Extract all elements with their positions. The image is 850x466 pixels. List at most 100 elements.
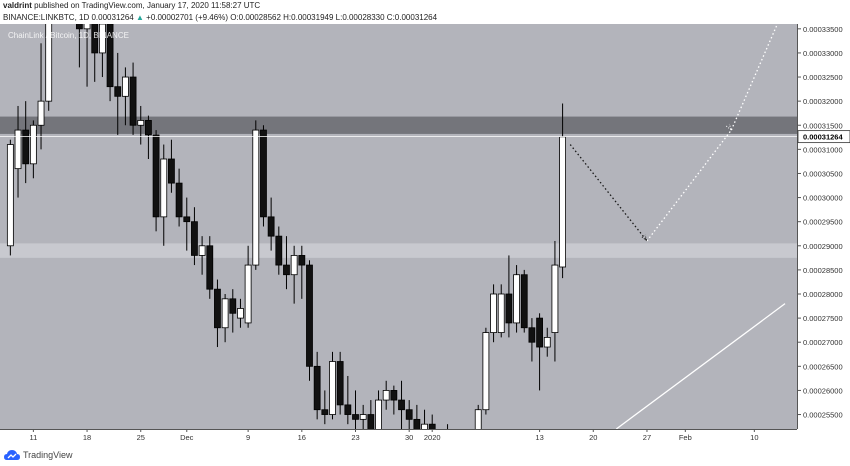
zone-light-1[interactable] bbox=[0, 243, 797, 258]
candle[interactable] bbox=[175, 168, 183, 227]
candle[interactable] bbox=[283, 236, 290, 290]
candle[interactable] bbox=[29, 120, 37, 179]
y-tick-label: 0.00029000 bbox=[803, 242, 843, 251]
candle[interactable] bbox=[106, 24, 114, 102]
price-axis[interactable] bbox=[797, 24, 850, 446]
candle[interactable] bbox=[367, 400, 375, 443]
candle[interactable] bbox=[421, 409, 428, 446]
candle[interactable] bbox=[83, 24, 91, 87]
projection-segment[interactable] bbox=[646, 129, 732, 242]
candle[interactable] bbox=[490, 284, 497, 343]
candle[interactable] bbox=[513, 265, 520, 333]
candle[interactable] bbox=[91, 24, 99, 82]
candle[interactable] bbox=[413, 404, 421, 444]
last-price-label: 0.00031264 bbox=[803, 133, 843, 142]
y-tick-label: 0.00032000 bbox=[803, 97, 843, 106]
candle[interactable] bbox=[551, 240, 559, 362]
candle[interactable] bbox=[14, 105, 22, 198]
candle[interactable] bbox=[329, 351, 336, 420]
candle[interactable] bbox=[306, 260, 313, 381]
y-tick-label: 0.00028000 bbox=[803, 290, 843, 299]
ohlc-values: O:0.00028562 H:0.00031949 L:0.00028330 C… bbox=[230, 13, 438, 22]
y-tick-label: 0.00030000 bbox=[803, 194, 843, 203]
candle[interactable] bbox=[260, 125, 267, 227]
candle[interactable] bbox=[482, 327, 490, 415]
x-tick-label: 23 bbox=[351, 433, 359, 442]
candle[interactable] bbox=[290, 245, 298, 304]
x-tick-label: 30 bbox=[405, 433, 413, 442]
candle[interactable] bbox=[321, 390, 329, 425]
candle[interactable] bbox=[359, 404, 367, 446]
y-tick-label: 0.00026500 bbox=[803, 362, 843, 371]
candle[interactable] bbox=[114, 52, 122, 135]
candle[interactable] bbox=[198, 236, 206, 275]
candle[interactable] bbox=[160, 144, 168, 246]
y-tick-label: 0.00032500 bbox=[803, 73, 843, 82]
candle[interactable] bbox=[137, 105, 145, 145]
candle[interactable] bbox=[313, 351, 321, 420]
y-tick-label: 0.00033000 bbox=[803, 49, 843, 58]
candle[interactable] bbox=[129, 62, 137, 135]
candle[interactable] bbox=[191, 207, 198, 266]
candle[interactable] bbox=[221, 294, 229, 343]
candle[interactable] bbox=[6, 139, 14, 256]
x-tick-label: 18 bbox=[83, 433, 91, 442]
candle[interactable] bbox=[152, 130, 160, 232]
published-text: published on TradingView.com, January 17… bbox=[34, 1, 261, 10]
candle[interactable] bbox=[398, 380, 405, 429]
candle[interactable] bbox=[22, 101, 30, 184]
x-tick-label: 16 bbox=[298, 433, 306, 442]
candle[interactable] bbox=[122, 67, 129, 126]
projection-segment[interactable] bbox=[569, 144, 648, 242]
projection-segment[interactable] bbox=[730, 24, 778, 131]
candle[interactable] bbox=[168, 139, 175, 193]
candle[interactable] bbox=[206, 236, 214, 299]
candle[interactable] bbox=[520, 269, 528, 333]
x-tick-label: 13 bbox=[535, 433, 543, 442]
projection-arrow-icon bbox=[726, 123, 733, 132]
candle[interactable] bbox=[252, 120, 260, 270]
x-tick-label: 20 bbox=[589, 433, 597, 442]
candle[interactable] bbox=[497, 284, 505, 338]
candle[interactable] bbox=[344, 375, 352, 425]
candle[interactable] bbox=[336, 351, 344, 415]
brand-name: TradingView bbox=[23, 450, 73, 460]
candle[interactable] bbox=[428, 414, 436, 446]
candle[interactable] bbox=[214, 279, 221, 348]
candle[interactable] bbox=[37, 43, 45, 150]
zone-dark-0[interactable] bbox=[0, 116, 797, 134]
candle[interactable] bbox=[45, 24, 53, 111]
candle[interactable] bbox=[405, 400, 413, 439]
candle[interactable] bbox=[267, 197, 275, 251]
candle[interactable] bbox=[536, 313, 543, 391]
y-tick-label: 0.00029500 bbox=[803, 218, 843, 227]
candle[interactable] bbox=[528, 318, 536, 362]
candle[interactable] bbox=[505, 255, 513, 338]
candle[interactable] bbox=[183, 197, 191, 251]
author-name[interactable]: valdrint bbox=[3, 1, 32, 10]
candle[interactable] bbox=[352, 390, 359, 433]
price-chart[interactable]: ChainLink / Bitcoin, 1D, BINANCE 0.00033… bbox=[0, 24, 850, 446]
candle[interactable] bbox=[543, 327, 551, 357]
x-tick-label: 11 bbox=[29, 433, 37, 442]
x-tick-label: 10 bbox=[750, 433, 758, 442]
time-axis[interactable] bbox=[0, 429, 850, 446]
candle[interactable] bbox=[145, 115, 152, 159]
y-tick-label: 0.00030500 bbox=[803, 169, 843, 178]
candle[interactable] bbox=[229, 289, 237, 333]
candle[interactable] bbox=[375, 390, 382, 438]
trendline[interactable] bbox=[615, 303, 786, 429]
candle[interactable] bbox=[382, 380, 390, 410]
plot-area[interactable] bbox=[0, 24, 797, 429]
candle[interactable] bbox=[244, 245, 252, 328]
candle[interactable] bbox=[75, 24, 83, 68]
candle[interactable] bbox=[237, 298, 244, 328]
candle[interactable] bbox=[98, 24, 106, 78]
x-tick-label: 9 bbox=[246, 433, 250, 442]
x-tick-label: Feb bbox=[679, 433, 692, 442]
candle[interactable] bbox=[390, 385, 398, 415]
candle[interactable] bbox=[275, 226, 283, 275]
candle[interactable] bbox=[474, 404, 482, 446]
change-arrow-icon: ▲ bbox=[135, 13, 144, 22]
candle[interactable] bbox=[298, 245, 306, 299]
